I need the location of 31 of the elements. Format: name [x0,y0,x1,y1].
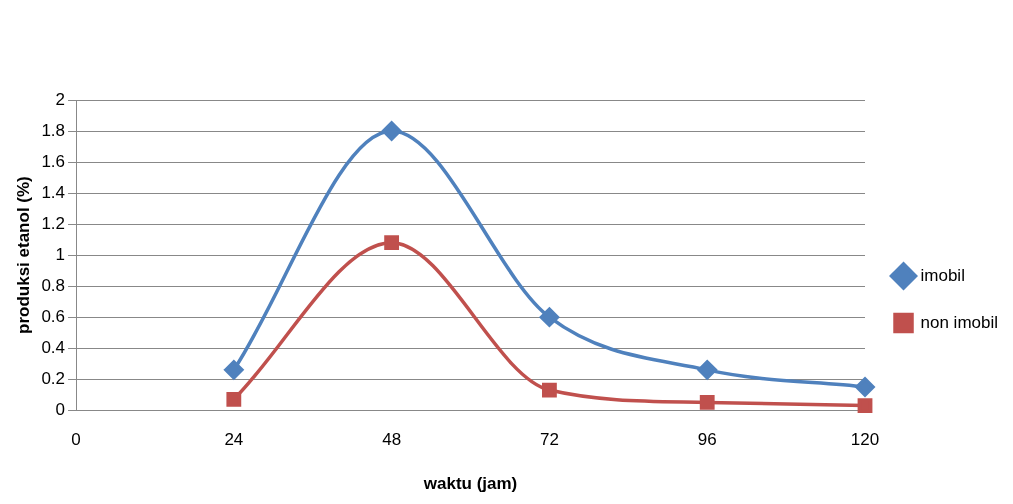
x-tick-label: 96 [697,430,717,450]
point [855,377,875,397]
x-tick-label: 72 [539,430,559,450]
y-tick-label: 0.4 [41,337,66,357]
y-tick-label: 0.8 [41,275,66,295]
y-tick-label: 1 [55,244,66,264]
y-tick-label: 1.2 [41,213,66,233]
point [699,395,715,410]
x-tick-label: 24 [224,430,244,450]
y-tick-label: 1.8 [41,120,66,140]
point [224,360,244,380]
point [539,307,560,327]
point [857,398,873,413]
point [226,391,242,407]
x-axis-title: waktu (jam) [422,474,518,494]
y-axis-title: produksi etanol (%) [13,176,33,334]
legend-label: non imobil [920,312,999,332]
y-tick-label: 2 [55,89,66,109]
y-tick-label: 0 [55,399,66,419]
x-tick-label: 120 [850,430,880,450]
point [697,360,717,380]
y-tick-label: 0.2 [41,368,66,388]
y-tick-label: 1.6 [41,151,66,171]
x-tick-label: 0 [71,430,81,450]
x-tick-label: 48 [382,430,402,450]
point [384,235,400,251]
y-tick-label: 0.6 [41,306,66,326]
legend-label: imobil [920,265,965,285]
point [542,382,557,398]
y-tick-label: 1.4 [41,182,66,202]
point [381,121,402,141]
